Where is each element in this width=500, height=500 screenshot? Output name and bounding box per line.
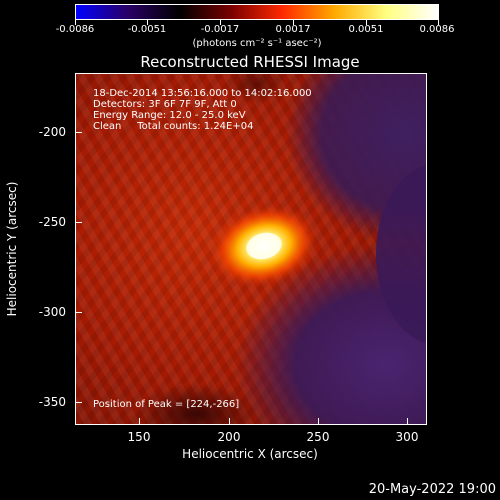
colorbar-tick-label: 0.0051: [348, 24, 384, 35]
x-tick-label: 150: [127, 430, 151, 444]
solar-image: 18-Dec-2014 13:56:16.000 to 14:02:16.000…: [75, 73, 427, 425]
colorbar-tick-label: -0.0017: [200, 24, 240, 35]
time-range-label: 18-Dec-2014 13:56:16.000 to 14:02:16.000: [93, 88, 312, 99]
x-axis-label: Heliocentric X (arcsec): [182, 447, 318, 461]
energy-range-label: Energy Range: 12.0 - 25.0 keV: [93, 110, 246, 121]
colorbar-tick-label: -0.0051: [127, 24, 167, 35]
x-tick-label: 250: [306, 430, 330, 444]
footer-timestamp: 20-May-2022 19:00: [368, 482, 496, 497]
colorbar-tick-label: 0.0017: [275, 24, 311, 35]
image-title: Reconstructed RHESSI Image: [140, 53, 360, 71]
colorbar-tick-label: -0.0086: [55, 24, 95, 35]
clean-total-counts-label: Clean Total counts: 1.24E+04: [93, 121, 254, 132]
detectors-label: Detectors: 3F 6F 7F 9F, Att 0: [93, 99, 237, 110]
x-tick-label: 200: [217, 430, 241, 444]
colorbar-tick-label: 0.0086: [419, 24, 455, 35]
x-tick-label: 300: [395, 430, 419, 444]
y-tick-label: -300: [38, 305, 66, 319]
peak-position-label: Position of Peak = [224,-266]: [93, 399, 240, 410]
y-tick-label: -350: [38, 395, 66, 409]
y-tick-label: -250: [38, 215, 66, 229]
rhessi-image-render: [76, 74, 426, 424]
y-axis-label: Heliocentric Y (arcsec): [5, 181, 19, 317]
colorbar-units: (photons cm⁻² s⁻¹ asec⁻²): [192, 38, 322, 49]
y-tick-label: -200: [38, 125, 66, 139]
colorbar: [75, 4, 439, 20]
colorbar-ticks: [75, 20, 439, 25]
